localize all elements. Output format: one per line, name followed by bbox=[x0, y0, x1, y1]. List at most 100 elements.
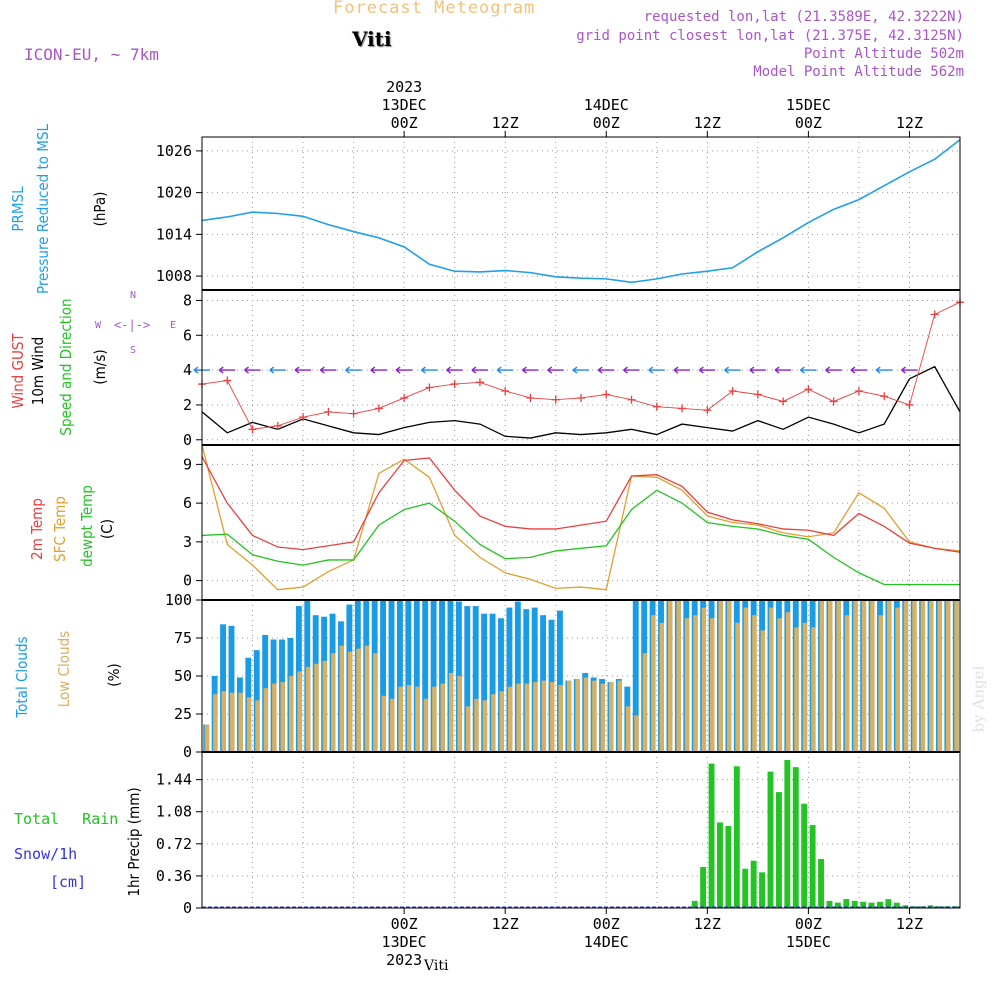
low-cloud-bar bbox=[853, 600, 858, 752]
low-cloud-bar bbox=[769, 607, 774, 752]
ytick-label: 1014 bbox=[156, 225, 192, 243]
top-time-label: 12Z bbox=[492, 114, 519, 132]
bottom-time-label: 00Z bbox=[593, 915, 620, 933]
total-cloud-bar bbox=[514, 601, 521, 752]
wind-direction-arrow bbox=[547, 366, 564, 374]
model-label: ICON-EU, ~ 7km bbox=[24, 45, 159, 64]
top-time-label: 2023 bbox=[386, 78, 422, 96]
low-cloud-bar bbox=[263, 688, 269, 752]
low-cloud-bar bbox=[558, 685, 563, 752]
low-cloud-bar bbox=[844, 615, 850, 752]
meteogram-title: Forecast Meteogram bbox=[333, 0, 536, 18]
low-cloud-bar bbox=[819, 600, 824, 752]
precip-bar bbox=[700, 866, 707, 908]
precip-bar bbox=[767, 771, 774, 908]
ytick-label: 100 bbox=[165, 591, 192, 609]
precip-bar bbox=[725, 825, 732, 908]
low-cloud-bar bbox=[878, 615, 883, 752]
precip-bar bbox=[851, 900, 858, 908]
low-cloud-bar bbox=[533, 682, 538, 752]
low-cloud-bar bbox=[373, 653, 378, 752]
low-cloud-bar bbox=[752, 615, 757, 752]
low-cloud-bar bbox=[255, 700, 260, 752]
low-cloud-bar bbox=[710, 618, 715, 752]
wind-direction-arrow bbox=[724, 366, 741, 374]
low-cloud-bar bbox=[297, 671, 302, 752]
low-cloud-bar bbox=[457, 676, 462, 752]
total-cloud-bar bbox=[464, 606, 471, 752]
wind-direction-arrow bbox=[673, 366, 691, 374]
precip-bar bbox=[742, 868, 749, 908]
low-cloud-bar bbox=[811, 627, 816, 752]
low-cloud-bar bbox=[785, 612, 791, 752]
ytick-label: 0 bbox=[183, 743, 192, 761]
low-cloud-bar bbox=[541, 680, 547, 752]
low-cloud-bar bbox=[213, 694, 218, 752]
total-cloud-bar bbox=[380, 600, 387, 752]
wind-direction-arrow bbox=[370, 366, 387, 374]
low-cloud-bar bbox=[954, 600, 959, 752]
low-cloud-bar bbox=[836, 600, 841, 752]
bottom-time-label: 2023 bbox=[386, 951, 422, 969]
bottom-time-label: 12Z bbox=[896, 915, 923, 933]
total-cloud-bar bbox=[388, 600, 395, 752]
low-cloud-bar bbox=[937, 600, 942, 752]
wind-direction-arrow bbox=[395, 366, 413, 374]
precip-bar bbox=[792, 767, 799, 908]
total-cloud-bar bbox=[498, 618, 504, 752]
low-cloud-bar bbox=[272, 683, 277, 752]
ytick-label: 3 bbox=[183, 533, 192, 551]
low-cloud-bar bbox=[760, 630, 766, 752]
total-cloud-bar bbox=[632, 600, 639, 752]
bottom-time-label: 13DEC bbox=[382, 933, 427, 951]
total-cloud-bar bbox=[422, 600, 429, 752]
ytick-label: 0 bbox=[183, 899, 192, 917]
ytick-label: 1008 bbox=[156, 267, 192, 285]
wind-speed-line bbox=[201, 365, 961, 439]
total-cloud-bar bbox=[556, 610, 563, 752]
precip-bar bbox=[860, 901, 867, 908]
top-time-label: 12Z bbox=[896, 114, 923, 132]
ytick-label: 8 bbox=[183, 291, 192, 309]
low-cloud-bar bbox=[617, 680, 622, 752]
low-cloud-bar bbox=[398, 686, 403, 752]
footer-location: Viti bbox=[424, 958, 449, 974]
low-cloud-bar bbox=[482, 700, 488, 752]
dewpt-temp-line bbox=[201, 489, 960, 586]
precip-bar bbox=[843, 899, 850, 908]
wind-direction-arrow bbox=[825, 366, 842, 374]
precip-bar bbox=[801, 803, 808, 908]
precip-bar bbox=[717, 822, 723, 908]
wind-direction-arrow bbox=[698, 366, 716, 374]
low-cloud-bar bbox=[465, 706, 471, 752]
top-time-label: 00Z bbox=[391, 114, 418, 132]
low-cloud-bar bbox=[592, 680, 597, 752]
low-cloud-bar bbox=[356, 648, 361, 752]
compass-north: N bbox=[130, 290, 137, 301]
ytick-label: 6 bbox=[183, 326, 192, 344]
low-cloud-bar bbox=[288, 676, 294, 752]
total-cloud-bar bbox=[396, 600, 403, 752]
low-cloud-bar bbox=[802, 622, 808, 752]
bottom-time-label: 12Z bbox=[492, 915, 519, 933]
ytick-label: 1026 bbox=[156, 142, 192, 160]
low-cloud-bar bbox=[423, 698, 429, 752]
low-cloud-bar bbox=[945, 600, 951, 752]
low-cloud-bar bbox=[499, 691, 504, 752]
precip-bar bbox=[893, 902, 900, 908]
low-cloud-bar bbox=[726, 600, 732, 752]
precip-bar bbox=[750, 860, 757, 908]
bottom-time-label: 15DEC bbox=[786, 933, 831, 951]
precip-bar bbox=[691, 900, 698, 908]
total-cloud-bar bbox=[506, 607, 513, 752]
low-cloud-bar bbox=[861, 600, 867, 752]
low-cloud-bar bbox=[609, 682, 614, 752]
gridpoint-coords: grid point closest lon,lat (21.375E, 42.… bbox=[576, 28, 964, 44]
wind-direction-arrow bbox=[850, 366, 867, 374]
bottom-time-label: 00Z bbox=[795, 915, 822, 933]
low-cloud-bar bbox=[659, 622, 664, 752]
low-cloud-bar bbox=[667, 600, 673, 752]
panel-frame bbox=[201, 751, 961, 909]
low-cloud-bar bbox=[693, 615, 698, 752]
wind-direction-arrow bbox=[522, 366, 539, 374]
